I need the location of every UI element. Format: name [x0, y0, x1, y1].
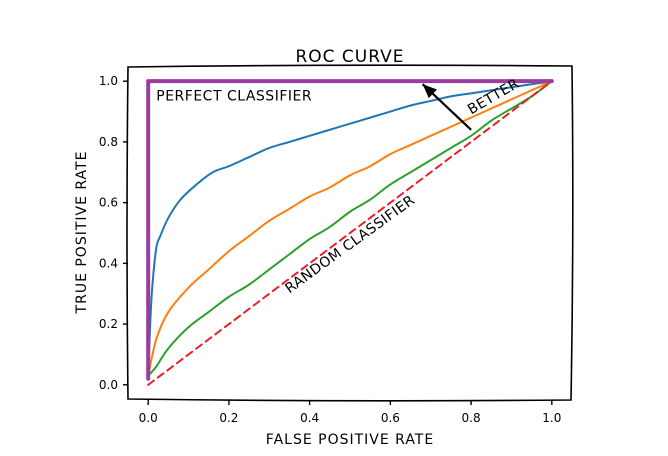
x-tick-label: 0.0: [139, 411, 158, 425]
y-tick-label: 0.0: [99, 378, 118, 392]
x-tick-label: 0.4: [300, 411, 319, 425]
roc-curve-1: [147, 80, 553, 377]
x-axis-label: FALSE POSITIVE RATE: [266, 432, 434, 448]
x-tick-label: 0.8: [462, 411, 481, 425]
x-tick-label: 0.6: [381, 411, 400, 425]
y-tick-label: 0.8: [99, 135, 118, 149]
roc-curve-3: [147, 80, 553, 377]
better-arrow-head: [422, 84, 437, 99]
roc-curve-2: [147, 80, 553, 377]
x-tick-label: 0.2: [219, 411, 238, 425]
chart-title: ROC CURVE: [295, 47, 404, 67]
perfect-classifier-line: [146, 79, 554, 381]
perfect-classifier-label: PERFECT CLASSIFIER: [156, 88, 312, 104]
y-tick-label: 0.4: [99, 256, 118, 270]
y-axis-label: TRUE POSITIVE RATE: [74, 151, 90, 315]
plot-area: 0.0 0.2 0.4 0.6 0.8 1.0 0.0 0.2 0.4 0.6 0.8 1.0 PERF…: [99, 64, 574, 425]
x-tick-label: 1.0: [542, 411, 561, 425]
random-classifier-line: [147, 80, 553, 386]
y-tick-label: 0.6: [99, 196, 118, 210]
plot-frame: [126, 64, 574, 402]
y-tick-label: 1.0: [99, 74, 118, 88]
y-tick-label: 0.2: [99, 317, 118, 331]
